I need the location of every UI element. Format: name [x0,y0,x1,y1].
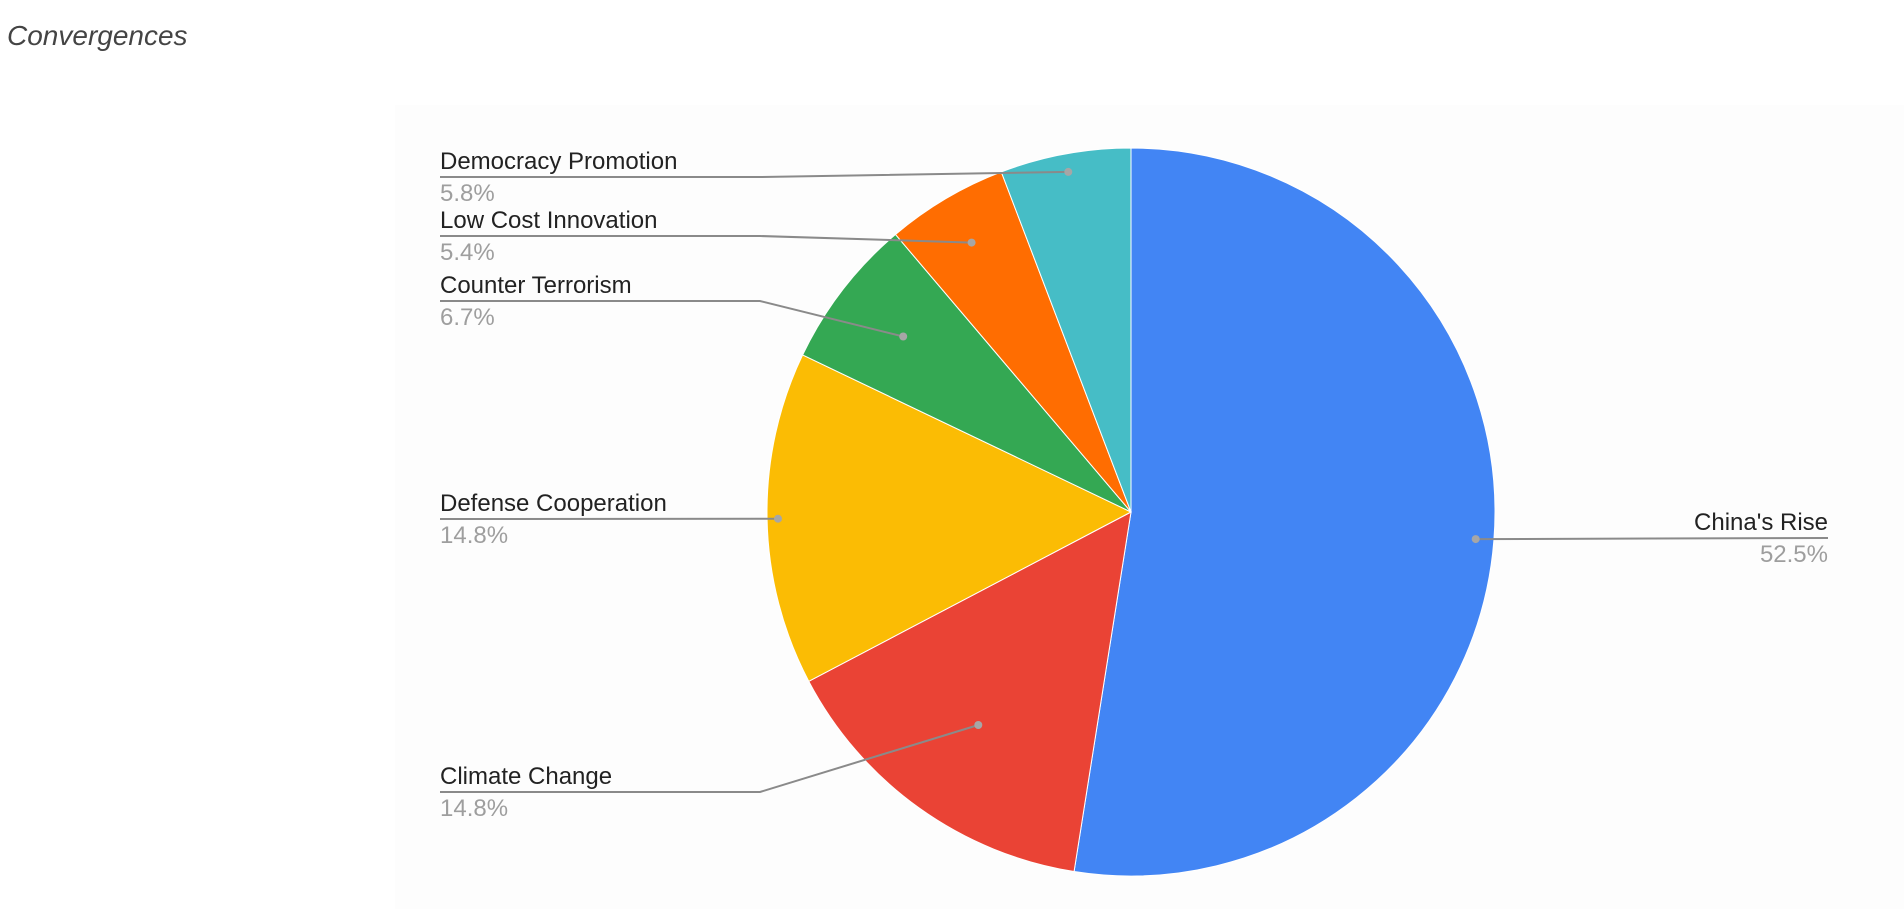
pie-slices [766,147,1496,877]
slice-percent-climate-change: 14.8% [440,795,508,822]
leader-line-democracy-promotion [440,170,1069,178]
leader-dot-counter-terrorism [899,332,908,341]
slice-percent-democracy-promotion: 5.8% [440,180,495,207]
slice-percent-defense-cooperation: 14.8% [440,522,508,549]
pie-slice-climate-change[interactable] [808,511,1132,873]
leader-dot-defense-cooperation [774,514,782,523]
slice-label-low-cost-innovation: Low Cost Innovation [440,207,657,234]
leader-line-low-cost-innovation [440,235,972,244]
leader-line-china-s-rise [1475,537,1829,541]
leader-dot-low-cost-innovation [967,238,976,247]
pie-slice-democracy-promotion[interactable] [1000,147,1132,513]
leader-line-climate-change [440,724,979,793]
slice-label-democracy-promotion: Democracy Promotion [440,148,677,175]
slice-label-climate-change: Climate Change [440,763,612,790]
slice-percent-china-s-rise: 52.5% [1760,541,1828,568]
slice-label-defense-cooperation: Defense Cooperation [440,490,667,517]
leader-dot-china-s-rise [1471,535,1480,544]
slice-percent-counter-terrorism: 6.7% [440,304,495,331]
slice-labels: China's Rise 52.5% Climate Change 14.8% Defe… [439,148,1829,822]
leader-dot-climate-change [974,721,983,729]
slice-percent-low-cost-innovation: 5.4% [440,239,495,266]
pie-slice-counter-terrorism[interactable] [801,233,1132,513]
page-title: Convergences [7,20,188,51]
slice-label-china-s-rise: China's Rise [1694,509,1828,536]
slice-label-counter-terrorism: Counter Terrorism [440,272,632,299]
leader-line-counter-terrorism [440,300,904,338]
leader-dot-democracy-promotion [1064,167,1073,176]
pie-slice-china-s-rise[interactable] [1073,147,1496,877]
